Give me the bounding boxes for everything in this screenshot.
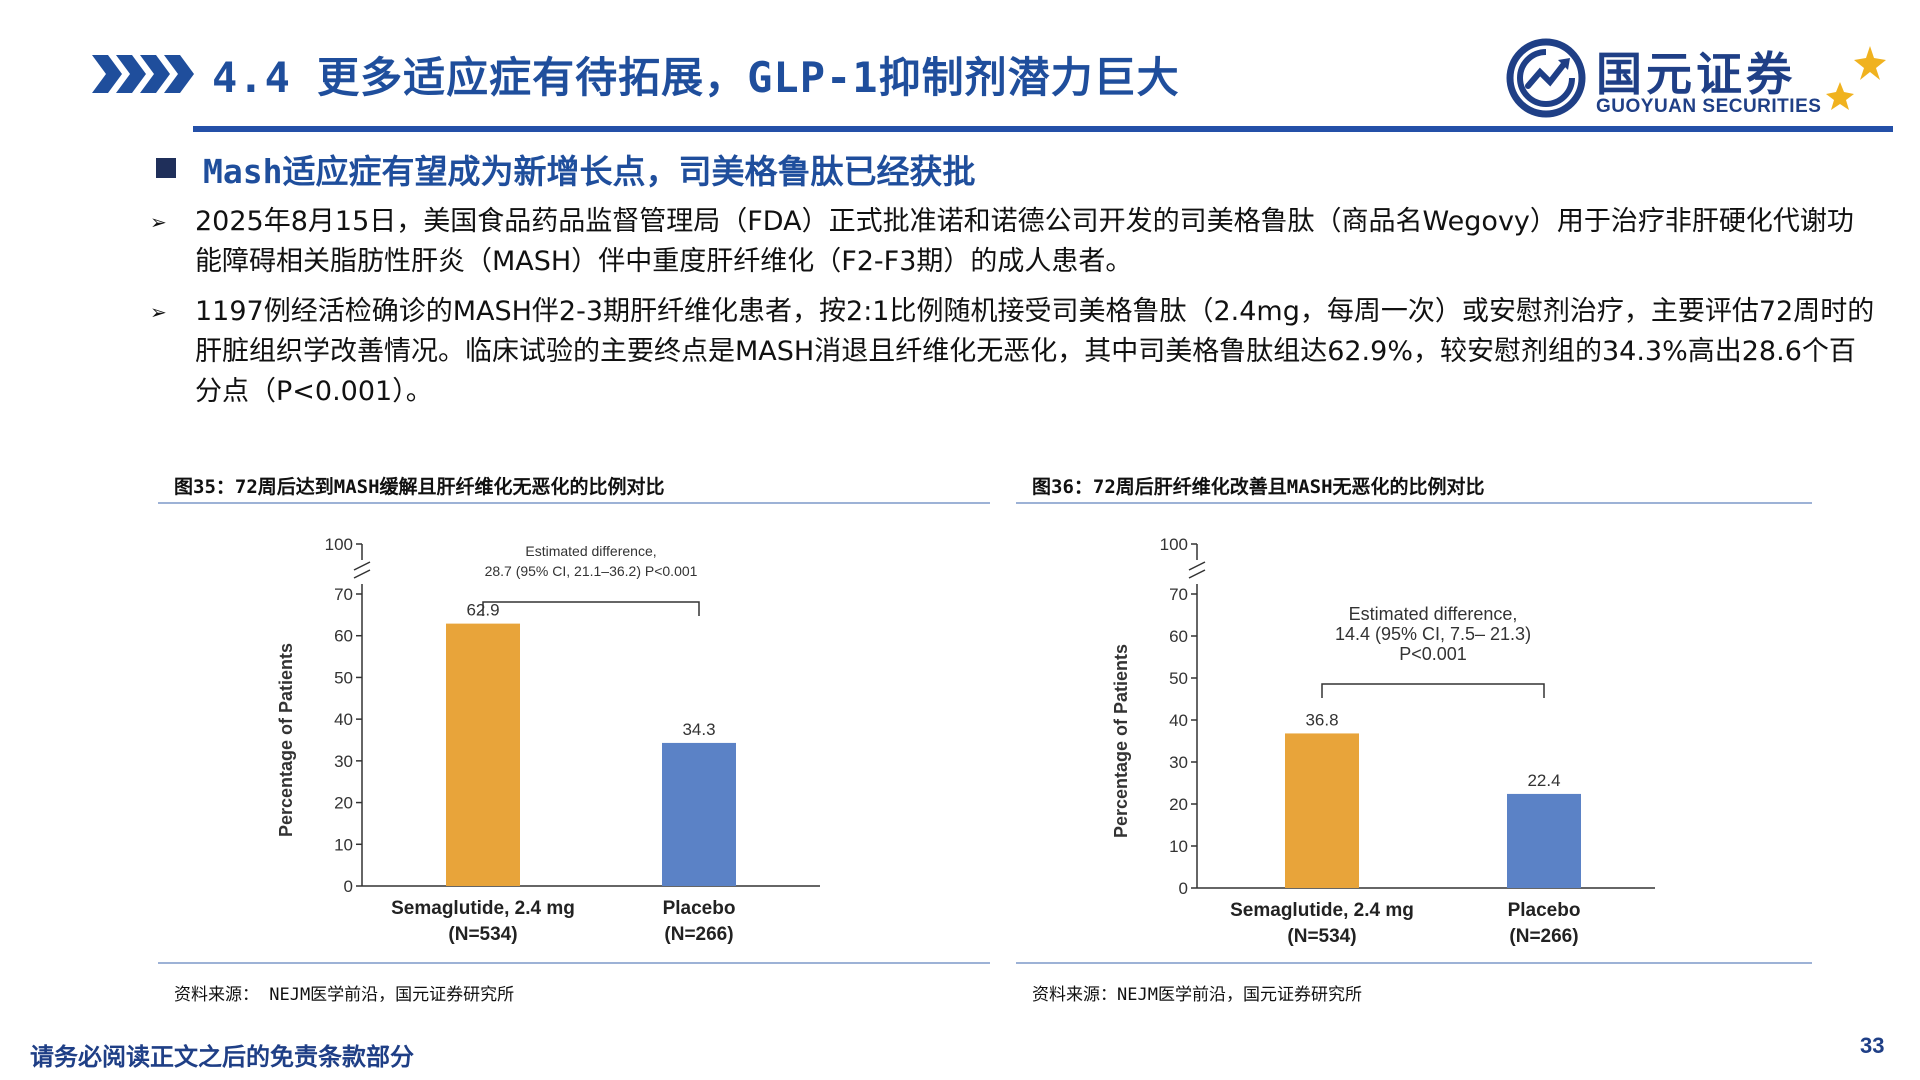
x-category-label: Placebo [663,898,736,919]
company-logo-icon [1506,38,1586,118]
annotation-text: 14.4 (95% CI, 7.5– 21.3) [1335,624,1531,644]
figure-caption: 图35：72周后达到MASH缓解且肝纤维化无恶化的比例对比 [174,476,665,498]
bar-chart: 0 10 20 30 40 50 60 70 100 Percentage of Patients… [276,535,820,945]
x-category-label: Semaglutide, 2.4 mg [391,898,575,919]
figure-source: 资料来源： NEJM医学前沿，国元证券研究所 [174,985,515,1005]
chart-container: 0 10 20 30 40 50 60 70 100 Percentage of Patients… [1085,520,1805,960]
figure-caption: 图36：72周后肝纤维化改善且MASH无恶化的比例对比 [1032,476,1485,498]
x-category-sublabel: (N=266) [1509,926,1578,947]
y-tick-label: 0 [344,877,353,896]
axis-break-mark [353,569,371,579]
bar-chart: 0 10 20 30 40 50 60 70 100 Percentage of Patients… [1111,535,1655,947]
y-tick-label: 40 [1169,711,1188,730]
difference-bracket [482,601,700,616]
annotation-text: Estimated difference, [1349,604,1518,624]
y-axis-title: Percentage of Patients [1111,644,1131,838]
figure-top-rule [1016,502,1812,504]
x-category-sublabel: (N=266) [664,924,733,945]
y-tick-label: 100 [1160,535,1188,554]
y-tick-label: 30 [1169,753,1188,772]
axis-break-mark [1188,569,1206,579]
page-number: 33 [1860,1033,1885,1058]
y-tick-label: 30 [334,752,353,771]
y-tick-label: 20 [1169,795,1188,814]
square-bullet-icon [156,158,176,178]
y-tick-label: 10 [1169,837,1188,856]
bar-value-label: 34.3 [682,720,715,739]
section-subtitle: Mash适应症有望成为新增长点，司美格鲁肽已经获批 [203,152,976,191]
bar [446,623,520,886]
annotation-text: P<0.001 [1399,644,1467,664]
y-tick-label: 0 [1179,879,1188,898]
x-category-sublabel: (N=534) [1287,926,1356,947]
bullet-text: 1197例经活检确诊的MASH伴2-3期肝纤维化患者，按2:1比例随机接受司美格… [195,296,1875,407]
axis-break-mark [1188,561,1206,571]
y-tick-label: 70 [334,585,353,604]
y-tick-label: 60 [334,627,353,646]
chart-container: 0 10 20 30 40 50 60 70 100 Percentage of Patients… [250,520,970,960]
bar [1285,733,1359,888]
chevron-arrows-icon [92,55,194,93]
footer-disclaimer: 请务必阅读正文之后的免责条款部分 [30,1043,414,1071]
x-category-sublabel: (N=534) [448,924,517,945]
y-tick-label: 60 [1169,627,1188,646]
bar [662,742,736,886]
bar [1507,793,1581,888]
x-category-label: Placebo [1508,900,1581,921]
y-tick-label: 20 [334,794,353,813]
figure-top-rule [158,502,990,504]
bar-value-label: 36.8 [1305,710,1338,729]
y-axis-title: Percentage of Patients [276,643,296,837]
figure-source: 资料来源：NEJM医学前沿，国元证券研究所 [1032,985,1362,1005]
y-tick-label: 70 [1169,585,1188,604]
header-divider [193,126,1893,132]
annotation-text: Estimated difference, [525,543,656,559]
logo-chinese-name: 国元证券 [1596,47,1796,101]
bullet-text: 2025年8月15日，美国食品药品监督管理局（FDA）正式批准诺和诺德公司开发的… [195,206,1854,277]
y-tick-label: 100 [325,535,353,554]
x-category-label: Semaglutide, 2.4 mg [1230,900,1414,921]
logo-stars-icon [1826,46,1886,110]
logo-english-name: GUOYUAN SECURITIES [1596,96,1822,117]
difference-bracket [1321,683,1545,698]
y-tick-label: 40 [334,710,353,729]
figure-bottom-rule [1016,962,1812,964]
axis-break-mark [353,561,371,571]
arrow-bullet-icon: ➢ [150,210,167,234]
bar-value-label: 22.4 [1527,771,1560,790]
annotation-text: 28.7 (95% CI, 21.1–36.2) P<0.001 [485,563,698,579]
y-tick-label: 50 [334,668,353,687]
figure-bottom-rule [158,962,990,964]
arrow-bullet-icon: ➢ [150,300,167,324]
page-title: 4.4 更多适应症有待拓展，GLP-1抑制剂潜力巨大 [212,53,1180,102]
y-tick-label: 50 [1169,669,1188,688]
y-tick-label: 10 [334,835,353,854]
